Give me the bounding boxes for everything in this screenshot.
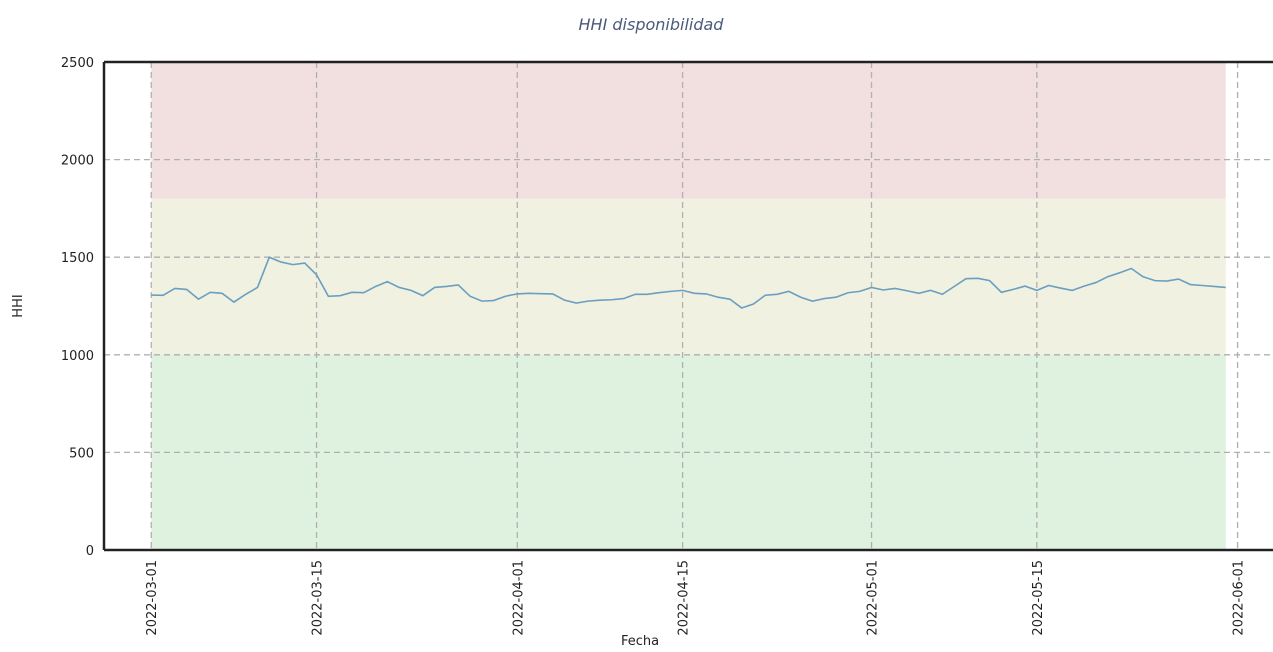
x-tick-label: 2022-04-01 xyxy=(511,560,526,636)
y-tick-label: 1500 xyxy=(61,251,94,266)
y-axis-label: HHI xyxy=(11,294,26,317)
y-tick-label: 2000 xyxy=(61,154,94,169)
y-tick-label: 1000 xyxy=(61,349,94,364)
band xyxy=(151,198,1226,355)
x-tick-label: 2022-06-01 xyxy=(1232,560,1247,636)
x-axis-label: Fecha xyxy=(621,634,659,648)
band xyxy=(151,62,1226,199)
x-tick-label: 2022-03-01 xyxy=(145,560,160,636)
y-tick-label: 2500 xyxy=(61,56,94,71)
x-tick-label: 2022-05-15 xyxy=(1031,560,1046,636)
x-tick-label: 2022-03-15 xyxy=(311,560,326,636)
x-tick-label: 2022-04-15 xyxy=(677,560,692,636)
line xyxy=(151,256,1226,309)
y-tick-label: 500 xyxy=(69,446,94,461)
y-tick-label: 0 xyxy=(86,544,94,559)
x-tick-label: 2022-05-01 xyxy=(866,560,881,636)
chart-title: HHI disponibilidad xyxy=(579,15,725,34)
